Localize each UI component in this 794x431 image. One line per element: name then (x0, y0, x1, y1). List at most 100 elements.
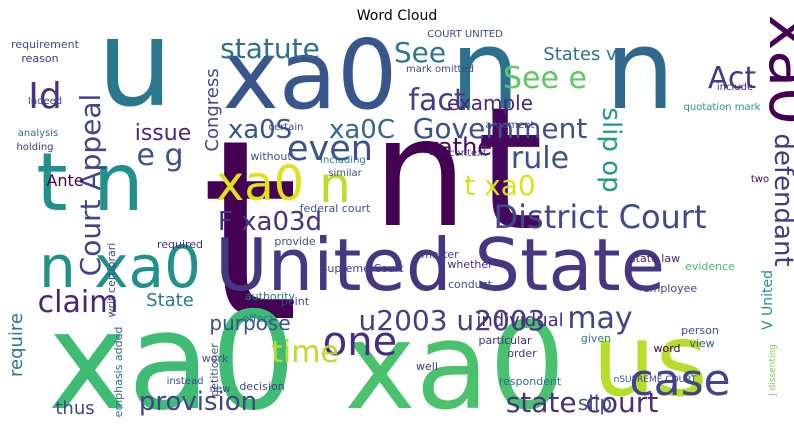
word: Court Appeal (74, 94, 107, 277)
word: Supreme Court (320, 262, 404, 275)
word: word (653, 342, 680, 355)
word: xa0 (755, 15, 794, 125)
word: District Court (493, 198, 706, 236)
word: may (567, 301, 632, 336)
word: n (372, 87, 467, 261)
word: xa0 (345, 298, 566, 427)
word: requirement (11, 38, 80, 51)
word: given (581, 332, 611, 345)
word: required (157, 238, 203, 251)
chart-title: Word Cloud (357, 8, 437, 24)
word: provision (139, 387, 257, 417)
word: United State (215, 223, 665, 307)
word: rule (511, 141, 569, 176)
word: defendant (768, 133, 794, 266)
word: argument (486, 120, 535, 131)
word: u (97, 0, 173, 134)
word: state court (506, 386, 659, 419)
word: rather (428, 133, 502, 161)
word: employee (643, 282, 698, 295)
word: n (319, 156, 351, 214)
word: n (605, 6, 675, 134)
word: fact (408, 83, 465, 118)
word: work (202, 352, 229, 365)
word: V United (760, 270, 776, 330)
word: t (477, 71, 544, 269)
word: require (6, 313, 27, 377)
word: individual (476, 310, 563, 331)
word: us (592, 302, 707, 419)
word: whether (447, 258, 493, 271)
word: person (681, 324, 719, 337)
word: u2003 u2003 (359, 304, 546, 337)
word: quotation mark (684, 102, 761, 113)
word: State (146, 290, 194, 311)
word: slip (578, 391, 612, 415)
word: instead (167, 376, 204, 387)
word: t n (36, 136, 144, 229)
word: certain (269, 122, 304, 133)
word: decision (239, 380, 284, 393)
word: evidence (685, 260, 735, 273)
word: example (447, 91, 533, 115)
word: federal court (300, 202, 371, 215)
word: thus (55, 398, 94, 419)
word: point (281, 295, 310, 308)
word: even (287, 129, 373, 169)
word: effect (242, 312, 274, 325)
word: conduct (448, 278, 493, 291)
word: Indeed (28, 96, 62, 107)
word: xa0 (48, 283, 297, 427)
word: well (416, 360, 438, 373)
word: reason (21, 52, 58, 65)
word: Id (28, 76, 61, 117)
word: provide (274, 235, 316, 248)
word: Congress (202, 68, 223, 151)
word: t (201, 86, 299, 377)
word: n (450, 6, 520, 134)
word: view (689, 337, 714, 350)
word: slip op (596, 107, 626, 192)
word: xa0 (216, 156, 304, 212)
word: J dissenting (768, 344, 778, 397)
word: See (394, 36, 446, 69)
word: xa0S (228, 115, 292, 145)
word: including (320, 155, 366, 166)
word: statute (220, 32, 320, 65)
word: mark omitted (406, 64, 474, 75)
word: authority (245, 290, 296, 303)
word: States v (543, 44, 617, 65)
word: n xa0 (39, 233, 201, 301)
word: respondent (499, 375, 562, 388)
word: claim (38, 285, 119, 320)
word: petitioner (208, 343, 221, 397)
word: See e (503, 61, 587, 96)
word: F xa03d (218, 207, 322, 237)
word: e g (136, 138, 183, 173)
word: matter (421, 248, 459, 261)
word: time (271, 335, 339, 370)
word: issue (135, 121, 192, 146)
word: order (507, 347, 537, 360)
word: state law (630, 252, 680, 265)
word: two (751, 174, 769, 185)
word: xa0C (329, 115, 395, 145)
word: holding (16, 142, 53, 153)
word: similar (328, 168, 362, 179)
word: Act (708, 61, 756, 96)
word: without (250, 150, 292, 163)
word: writ certiorari (105, 243, 118, 318)
word: purpose (209, 311, 290, 335)
word: analysis (18, 128, 59, 139)
word: COURT UNITED (427, 29, 503, 40)
word: one (323, 319, 397, 365)
word: emphasis added (112, 327, 125, 418)
word: new (210, 384, 231, 395)
word: include (717, 82, 753, 93)
word: xa0 (223, 21, 398, 131)
word: Ante (46, 171, 83, 190)
